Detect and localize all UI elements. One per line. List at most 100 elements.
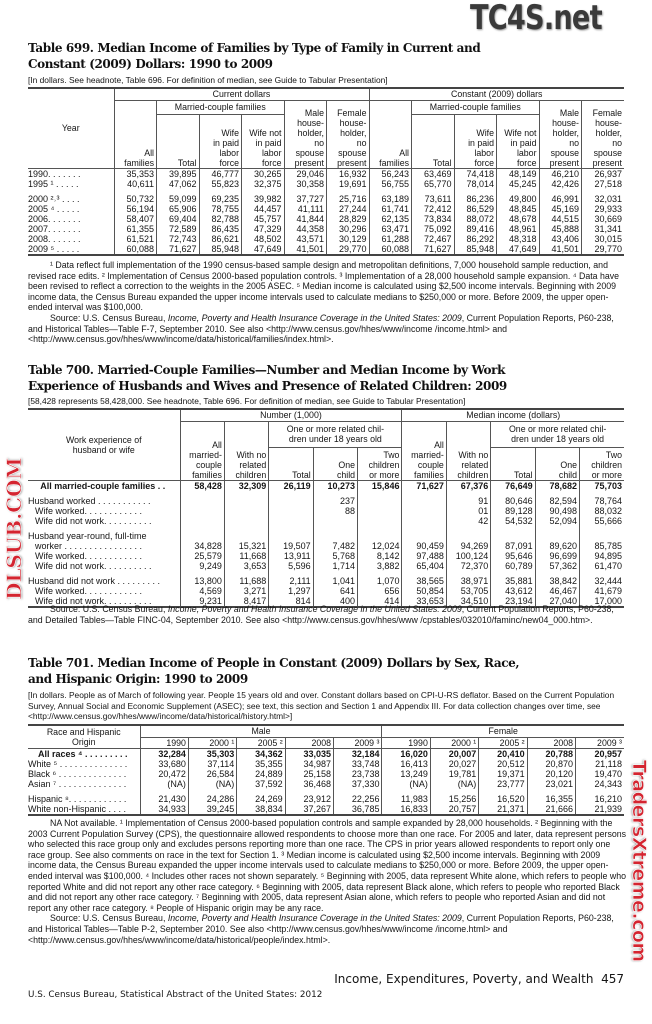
value-cell: 32,375 [241, 178, 284, 189]
value-cell: 24,343 [575, 778, 624, 789]
table-row: worker . . . . . . . . . . . . . . . . 34… [28, 540, 624, 551]
table-row: Wife did not work. . . . . . . . . . 9,24… [28, 560, 624, 571]
value-cell: 11,668 [223, 550, 269, 561]
value-cell: 63,189 [368, 193, 412, 204]
value-cell: 43,571 [283, 233, 327, 244]
value-cell: 48,961 [496, 223, 539, 234]
col-header-race: Race and Hispanic Origin [28, 724, 141, 749]
value-cell: 237 [312, 495, 358, 506]
value-cell: 11,688 [223, 575, 269, 586]
col-header-total: Total [490, 446, 536, 481]
col-header-year: 2005 ² [236, 736, 286, 749]
value-cell: 72,467 [411, 233, 454, 244]
value-cell: 61,741 [368, 203, 412, 214]
value-cell: 47,329 [241, 223, 284, 234]
col-header-wife-in-labor: Wife in paid labor force [198, 113, 242, 169]
value-cell: 85,948 [453, 243, 497, 255]
value-cell: 91 [445, 495, 491, 506]
col-header-year: 2009 ³ [333, 736, 383, 749]
value-cell: 52,094 [534, 515, 580, 526]
value-cell [223, 515, 269, 526]
value-cell: 41,111 [283, 203, 327, 214]
value-cell: 37,592 [236, 778, 286, 789]
value-cell [401, 495, 447, 506]
value-cell: 50,854 [401, 585, 447, 596]
value-cell: 24,269 [236, 793, 286, 804]
value-cell: 90,459 [401, 540, 447, 551]
value-cell: 48,845 [496, 203, 539, 214]
col-header-all-married: All married- couple families [179, 420, 225, 481]
col-header-year: 1990 [139, 736, 189, 749]
title-line: Constant (2009) Dollars: 1990 to 2009 [28, 57, 273, 71]
col-header-two-children: Two children or more [579, 446, 624, 481]
value-cell: 16,413 [381, 758, 431, 769]
value-cell: 39,245 [187, 803, 237, 815]
value-cell: 30,358 [283, 178, 327, 189]
tc4s-watermark: TC4S.net [470, 0, 603, 38]
value-cell: 46,777 [198, 168, 242, 179]
value-cell: 33,748 [333, 758, 382, 769]
value-cell: 23,777 [478, 778, 528, 789]
value-cell: 88 [312, 505, 358, 516]
value-cell: 19,691 [326, 178, 369, 189]
value-cell: 9,249 [179, 560, 225, 571]
value-cell: 43,406 [538, 233, 582, 244]
value-cell [312, 530, 358, 541]
value-cell: 65,906 [156, 203, 199, 214]
row-label: 2007. . . . . . . [28, 223, 81, 234]
value-cell: 34,987 [284, 758, 334, 769]
value-cell: 656 [357, 585, 402, 596]
value-cell: 36,468 [284, 778, 334, 789]
value-cell: 78,764 [579, 495, 624, 506]
value-cell: 41,844 [283, 213, 327, 224]
value-cell: 20,512 [478, 758, 528, 769]
value-cell: 50,732 [113, 193, 157, 204]
row-label: Husband did not work . . . . . . . . . [28, 575, 161, 586]
value-cell: 73,611 [411, 193, 454, 204]
table-row: 2009 ⁵ . . . . . 60,088 71,627 85,948 47,649… [28, 243, 624, 255]
value-cell: 32,284 [139, 748, 189, 759]
value-cell: 27,244 [326, 203, 369, 214]
row-label: Wife did not work. . . . . . . . . . [35, 560, 152, 571]
value-cell [312, 515, 358, 526]
value-cell: 27,518 [581, 178, 624, 189]
spacer-row [28, 490, 624, 496]
value-cell: 54,532 [490, 515, 536, 526]
value-cell: 3,882 [357, 560, 402, 571]
table-row: 1990. . . . . . . 35,353 39,895 46,777 30,26… [28, 168, 624, 179]
source-note: Source: U.S. Census Bureau, Income, Pove… [28, 604, 628, 625]
value-cell [490, 530, 536, 541]
value-cell: 41,501 [283, 243, 327, 255]
value-cell: 45,245 [496, 178, 539, 189]
source-note: Source: U.S. Census Bureau, Income, Pove… [28, 913, 628, 945]
value-cell: 34,362 [236, 748, 286, 759]
value-cell: 27,040 [534, 595, 580, 607]
table-row: Wife worked. . . . . . . . . . . . 4,569 3… [28, 585, 624, 596]
row-label: White ⁵ . . . . . . . . . . . . . . [28, 758, 128, 769]
value-cell: 74,418 [453, 168, 497, 179]
value-cell: 37,114 [187, 758, 237, 769]
value-cell: 9,231 [179, 595, 225, 607]
col-header-one-child: One child [312, 446, 359, 481]
value-cell: 30,669 [581, 213, 624, 224]
value-cell: 46,210 [538, 168, 582, 179]
value-cell: 47,649 [241, 243, 284, 255]
value-cell: 5,596 [268, 560, 314, 571]
row-label: Husband year-round, full-time [28, 530, 147, 541]
value-cell: 400 [312, 595, 358, 607]
value-cell: 19,470 [575, 768, 624, 779]
value-cell: 25,579 [179, 550, 225, 561]
value-cell: 641 [312, 585, 358, 596]
value-cell: 2,111 [268, 575, 314, 586]
row-label: White non-Hispanic . . . . [28, 803, 127, 814]
value-cell: 34,510 [445, 595, 491, 607]
value-cell: 21,430 [139, 793, 189, 804]
value-cell: 20,870 [526, 758, 576, 769]
value-cell: 12,024 [357, 540, 402, 551]
value-cell [357, 495, 402, 506]
col-header-all-families: All families [368, 99, 412, 169]
row-label: 2009 ⁵ . . . . . [28, 243, 80, 254]
col-header-wife-not-in-labor: Wife not in paid labor force [241, 113, 285, 169]
value-cell: 21,666 [526, 803, 576, 815]
value-cell: 58,428 [179, 480, 225, 491]
